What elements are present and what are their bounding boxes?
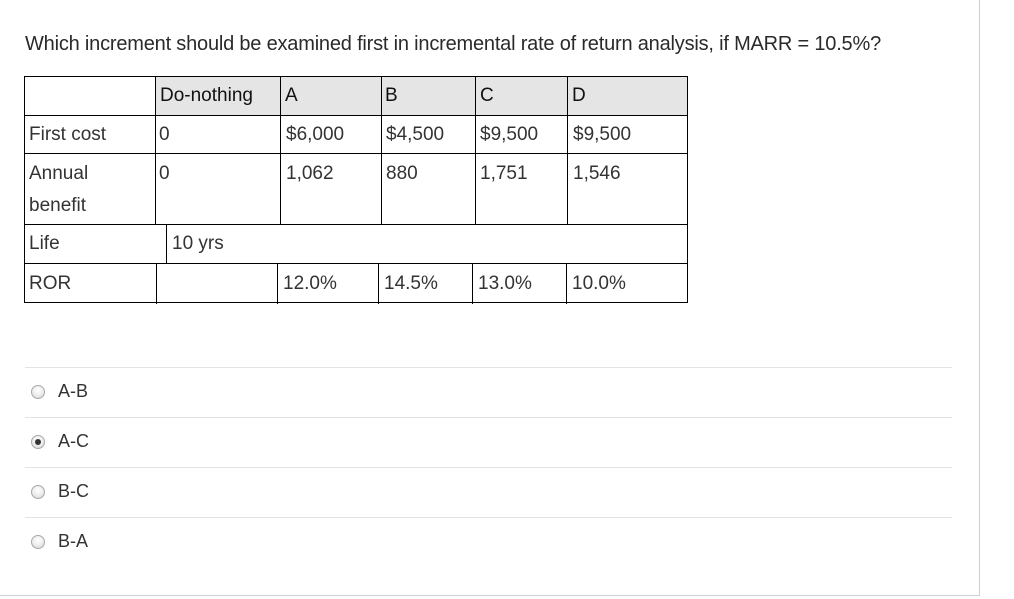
question-text: Which increment should be examined first… (25, 33, 881, 55)
radio-button[interactable] (31, 535, 45, 549)
table-cell: 10 yrs (172, 233, 224, 254)
header-a: A (285, 85, 298, 106)
table-divider (155, 77, 156, 224)
table-cell: 1,062 (286, 163, 334, 184)
table-cell: 880 (386, 163, 418, 184)
data-table: Do-nothing A B C D First cost 0 $6,000 $… (24, 76, 688, 304)
table-cell: $4,500 (386, 124, 445, 145)
table-divider (156, 263, 157, 304)
table-divider (378, 263, 379, 304)
choice-b-a[interactable]: B-A (25, 517, 952, 567)
table-divider (25, 153, 687, 154)
row-label-ror: ROR (29, 273, 72, 294)
radio-button-selected[interactable] (31, 435, 45, 449)
table-divider (566, 263, 567, 304)
radio-button[interactable] (31, 485, 45, 499)
table-divider (277, 263, 278, 304)
choice-a-c[interactable]: A-C (25, 417, 952, 467)
table-divider (25, 263, 687, 264)
header-c: C (480, 85, 494, 106)
table-divider (25, 224, 687, 225)
table-cell: 0 (159, 124, 170, 145)
table-divider (25, 115, 687, 116)
header-d: D (572, 85, 586, 106)
table-divider (472, 263, 473, 304)
table-cell: 14.5% (384, 273, 438, 294)
table-divider (381, 77, 382, 224)
table-cell: $9,500 (480, 124, 539, 145)
row-label-annual-benefit: Annual (29, 163, 89, 184)
row-label-life: Life (29, 233, 60, 254)
table-cell: 1,546 (573, 163, 621, 184)
header-do-nothing: Do-nothing (160, 85, 253, 106)
table-cell: $9,500 (573, 124, 632, 145)
radio-button[interactable] (31, 385, 45, 399)
choice-label[interactable]: A-C (58, 431, 89, 451)
row-label-annual-benefit-line2: benefit (29, 195, 87, 216)
table-cell: 1,751 (480, 163, 528, 184)
question-panel (0, 0, 980, 596)
table-header-background (156, 77, 687, 115)
table-divider (166, 224, 167, 263)
choice-label[interactable]: B-A (58, 531, 89, 551)
table-cell: $6,000 (286, 124, 345, 145)
choice-a-b[interactable]: A-B (25, 367, 952, 417)
table-divider (567, 77, 568, 224)
table-cell: 0 (159, 163, 170, 184)
table-divider (280, 77, 281, 224)
row-label-first-cost: First cost (29, 124, 107, 145)
radio-selected-dot (35, 439, 41, 445)
choice-label[interactable]: B-C (58, 481, 89, 501)
table-divider (475, 77, 476, 224)
table-cell: 13.0% (478, 273, 532, 294)
answer-choices: A-B A-C B-C B-A (25, 367, 952, 567)
header-b: B (385, 85, 398, 106)
table-cell: 12.0% (283, 273, 337, 294)
choice-label[interactable]: A-B (58, 381, 89, 401)
choice-b-c[interactable]: B-C (25, 467, 952, 517)
table-cell: 10.0% (572, 273, 626, 294)
